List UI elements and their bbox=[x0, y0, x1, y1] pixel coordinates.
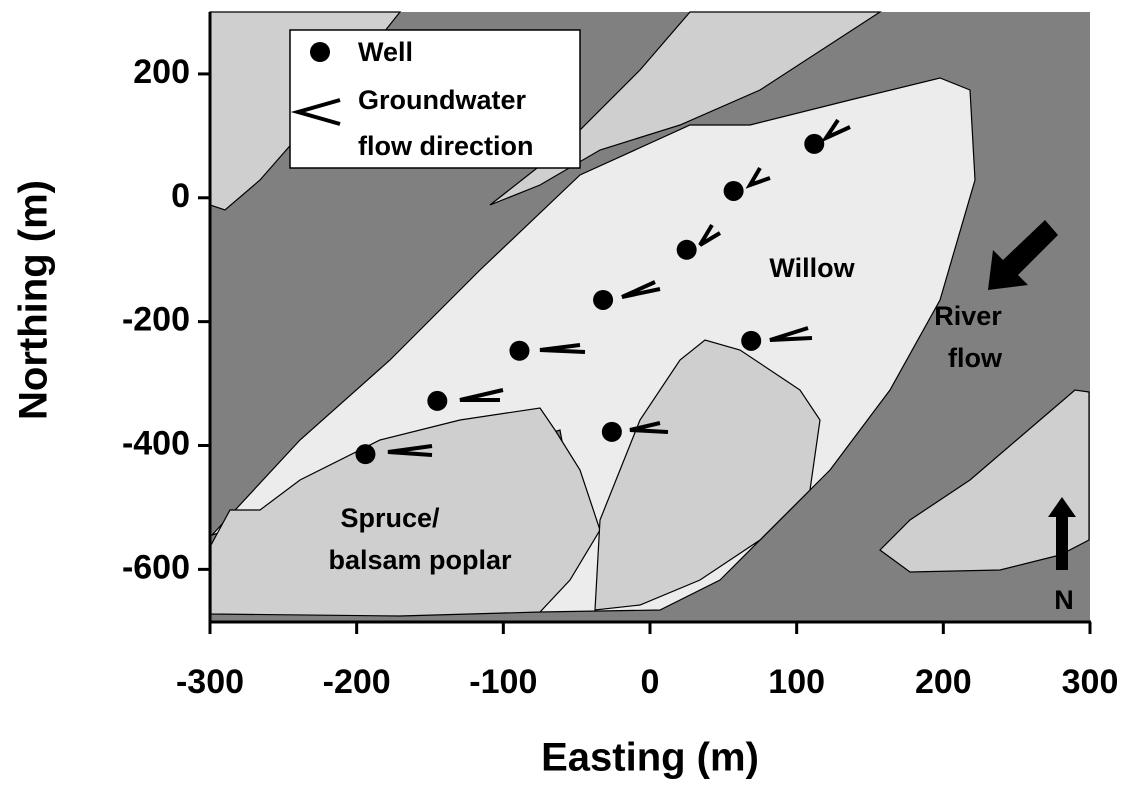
river-arrow bbox=[988, 220, 1058, 290]
well-point bbox=[804, 133, 825, 154]
x-tick-label: 200 bbox=[915, 663, 972, 701]
legend: Groundwater flow direction Well bbox=[289, 29, 581, 169]
flow-arrow bbox=[769, 326, 813, 342]
flow-arrow bbox=[698, 223, 722, 247]
flow-arrow bbox=[629, 421, 669, 434]
x-tick-label: -300 bbox=[176, 663, 244, 701]
well-point bbox=[355, 444, 376, 465]
flow-arrows bbox=[387, 118, 851, 457]
well-point bbox=[741, 330, 762, 351]
flow-arrow bbox=[387, 444, 433, 457]
legend-flow-symbol bbox=[290, 98, 341, 126]
north-label: N bbox=[1054, 585, 1074, 615]
x-tick-label: -200 bbox=[323, 663, 391, 701]
legend-marker bbox=[310, 42, 330, 62]
spruce-label: Spruce/ bbox=[340, 503, 440, 533]
well-point bbox=[593, 289, 614, 310]
x-tick-label: 0 bbox=[641, 663, 660, 701]
legend-flow-label: flow direction bbox=[358, 131, 534, 161]
y-tick-label: 0 bbox=[171, 177, 190, 215]
x-tick-label: 300 bbox=[1062, 663, 1119, 701]
x-tick-label: -100 bbox=[469, 663, 537, 701]
flow-arrow bbox=[459, 388, 504, 402]
well-point bbox=[509, 340, 530, 361]
willow-label: Willow bbox=[769, 253, 855, 283]
legend-label: Well bbox=[358, 37, 413, 67]
y-tick-label: -600 bbox=[122, 548, 190, 586]
spruce-label: balsam poplar bbox=[328, 545, 512, 575]
well-point bbox=[427, 390, 448, 411]
flow-arrow bbox=[745, 166, 771, 189]
flow-arrow bbox=[539, 343, 586, 354]
north-arrow bbox=[1048, 497, 1076, 570]
middle-region bbox=[594, 339, 821, 611]
flow-arrow bbox=[820, 118, 851, 143]
y-tick-label: -400 bbox=[122, 424, 190, 462]
y-tick-label: 200 bbox=[133, 53, 190, 91]
x-tick-label: 100 bbox=[768, 663, 825, 701]
river-label: River bbox=[934, 301, 1002, 331]
river-label: flow bbox=[948, 343, 1003, 373]
well-point bbox=[601, 421, 622, 442]
legend-flow-label: Groundwater bbox=[358, 85, 527, 115]
riverbank-region bbox=[879, 389, 1090, 573]
flow-arrow bbox=[621, 280, 661, 299]
y-axis-title: Northing (m) bbox=[12, 180, 56, 420]
spruce-region bbox=[210, 407, 601, 617]
legend-box bbox=[289, 29, 581, 169]
x-axis-title: Easting (m) bbox=[541, 736, 759, 780]
well-point bbox=[723, 180, 744, 201]
well-point bbox=[676, 239, 697, 260]
y-tick-label: -200 bbox=[122, 301, 190, 339]
